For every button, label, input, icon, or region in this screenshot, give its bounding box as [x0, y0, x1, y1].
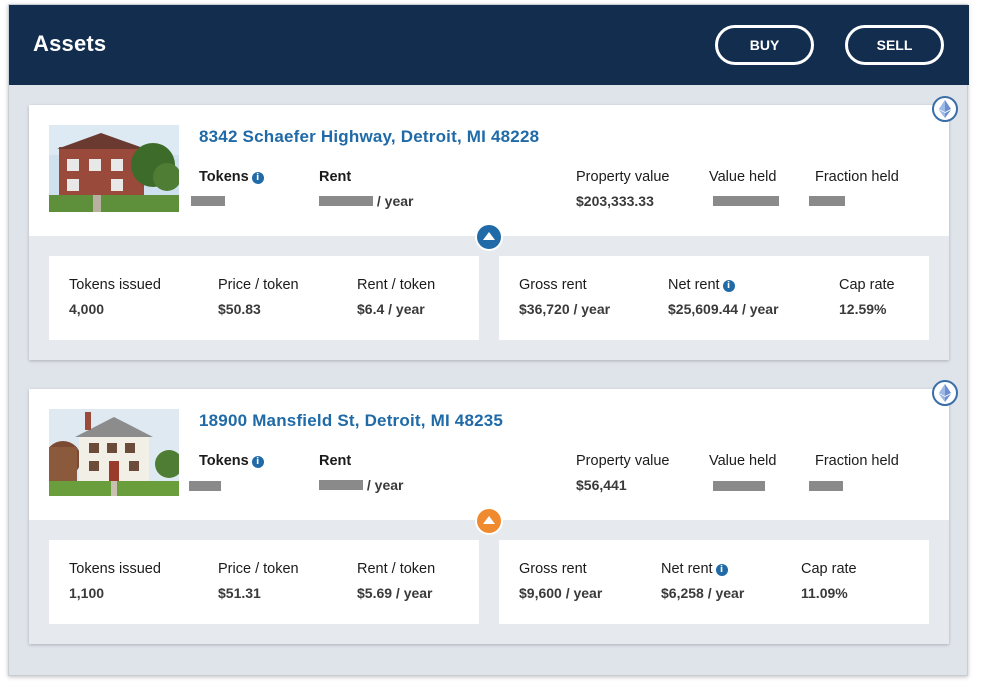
price-token-label: Price / token — [218, 277, 299, 293]
price-token-value: $50.83 — [218, 301, 261, 317]
redacted-tokens — [191, 196, 225, 206]
tokens-issued-label: Tokens issued — [69, 277, 161, 293]
value-held-label: Value held — [709, 453, 777, 469]
ethereum-icon[interactable] — [932, 380, 958, 406]
redacted-fraction-held — [809, 196, 845, 206]
rent-value: / year — [319, 193, 413, 209]
net-rent-value: $6,258 / year — [661, 585, 745, 601]
info-icon[interactable]: i — [715, 564, 728, 576]
collapse-details-button[interactable] — [477, 509, 501, 533]
rent-suffix: / year — [366, 477, 404, 493]
redacted-fraction-held — [809, 481, 843, 491]
token-details-box: Tokens issued 1,100 Price / token $51.31… — [49, 540, 479, 624]
assets-panel: Assets BUY SELL — [8, 4, 969, 676]
sell-button[interactable]: SELL — [845, 25, 944, 65]
cap-rate-label: Cap rate — [801, 561, 857, 577]
property-photo[interactable] — [49, 125, 179, 212]
value-held-label: Value held — [709, 169, 777, 185]
property-value: $203,333.33 — [576, 193, 654, 209]
tokens-label: Tokens i — [199, 169, 264, 185]
property-value: $56,441 — [576, 477, 627, 493]
property-address-link[interactable]: 18900 Mansfield St, Detroit, MI 48235 — [199, 411, 504, 430]
price-token-value: $51.31 — [218, 585, 261, 601]
rent-label: Rent — [319, 169, 352, 185]
property-photo[interactable] — [49, 409, 179, 496]
property-address-link[interactable]: 8342 Schaefer Highway, Detroit, MI 48228 — [199, 127, 540, 146]
gross-rent-value: $36,720 / year — [519, 301, 611, 317]
tokens-issued-label: Tokens issued — [69, 561, 161, 577]
redacted-rent — [319, 480, 363, 490]
info-icon[interactable]: i — [251, 172, 264, 184]
page-title: Assets — [33, 31, 107, 56]
rent-details-box: Gross rent $36,720 / year Net rent i $25,… — [499, 256, 929, 340]
net-rent-label: Net rent i — [668, 277, 735, 293]
rent-suffix: / year — [376, 193, 414, 209]
token-details-box: Tokens issued 4,000 Price / token $50.83… — [49, 256, 479, 340]
rent-details-box: Gross rent $9,600 / year Net rent i $6,25… — [499, 540, 929, 624]
redacted-rent — [319, 196, 373, 206]
gross-rent-value: $9,600 / year — [519, 585, 603, 601]
gross-rent-label: Gross rent — [519, 277, 587, 293]
asset-details: Tokens issued 4,000 Price / token $50.83… — [29, 236, 949, 360]
buy-button[interactable]: BUY — [715, 25, 814, 65]
redacted-value-held — [713, 196, 779, 206]
asset-card: 8342 Schaefer Highway, Detroit, MI 48228… — [29, 96, 958, 360]
net-rent-value: $25,609.44 / year — [668, 301, 779, 317]
cap-rate-label: Cap rate — [839, 277, 895, 293]
tokens-label: Tokens i — [199, 453, 264, 469]
collapse-details-button[interactable] — [477, 225, 501, 249]
net-rent-label-text: Net rent — [668, 277, 720, 293]
tokens-label-text: Tokens — [199, 169, 249, 185]
chevron-up-icon — [483, 232, 495, 240]
rent-token-value: $6.4 / year — [357, 301, 425, 317]
rent-token-label: Rent / token — [357, 277, 436, 293]
net-rent-label-text: Net rent — [661, 561, 713, 577]
info-icon[interactable]: i — [722, 280, 735, 292]
rent-token-label: Rent / token — [357, 561, 436, 577]
tokens-label-text: Tokens — [199, 453, 249, 469]
cap-rate-value: 12.59% — [839, 301, 887, 317]
tokens-issued-value: 4,000 — [69, 301, 105, 317]
ethereum-icon[interactable] — [932, 96, 958, 122]
info-icon[interactable]: i — [251, 456, 264, 468]
chevron-up-icon — [483, 516, 495, 524]
net-rent-label: Net rent i — [661, 561, 728, 577]
price-token-label: Price / token — [218, 561, 299, 577]
property-value-label: Property value — [576, 169, 670, 185]
property-value-label: Property value — [576, 453, 670, 469]
redacted-value-held — [713, 481, 765, 491]
rent-label: Rent — [319, 453, 352, 469]
fraction-held-label: Fraction held — [815, 169, 899, 185]
tokens-issued-value: 1,100 — [69, 585, 105, 601]
gross-rent-label: Gross rent — [519, 561, 587, 577]
rent-value: / year — [319, 477, 403, 493]
asset-card: 18900 Mansfield St, Detroit, MI 48235 To… — [29, 380, 958, 644]
asset-details: Tokens issued 1,100 Price / token $51.31… — [29, 520, 949, 644]
rent-token-value: $5.69 / year — [357, 585, 433, 601]
redacted-tokens — [189, 481, 221, 491]
cap-rate-value: 11.09% — [801, 585, 848, 601]
assets-header: Assets BUY SELL — [9, 5, 969, 85]
fraction-held-label: Fraction held — [815, 453, 899, 469]
